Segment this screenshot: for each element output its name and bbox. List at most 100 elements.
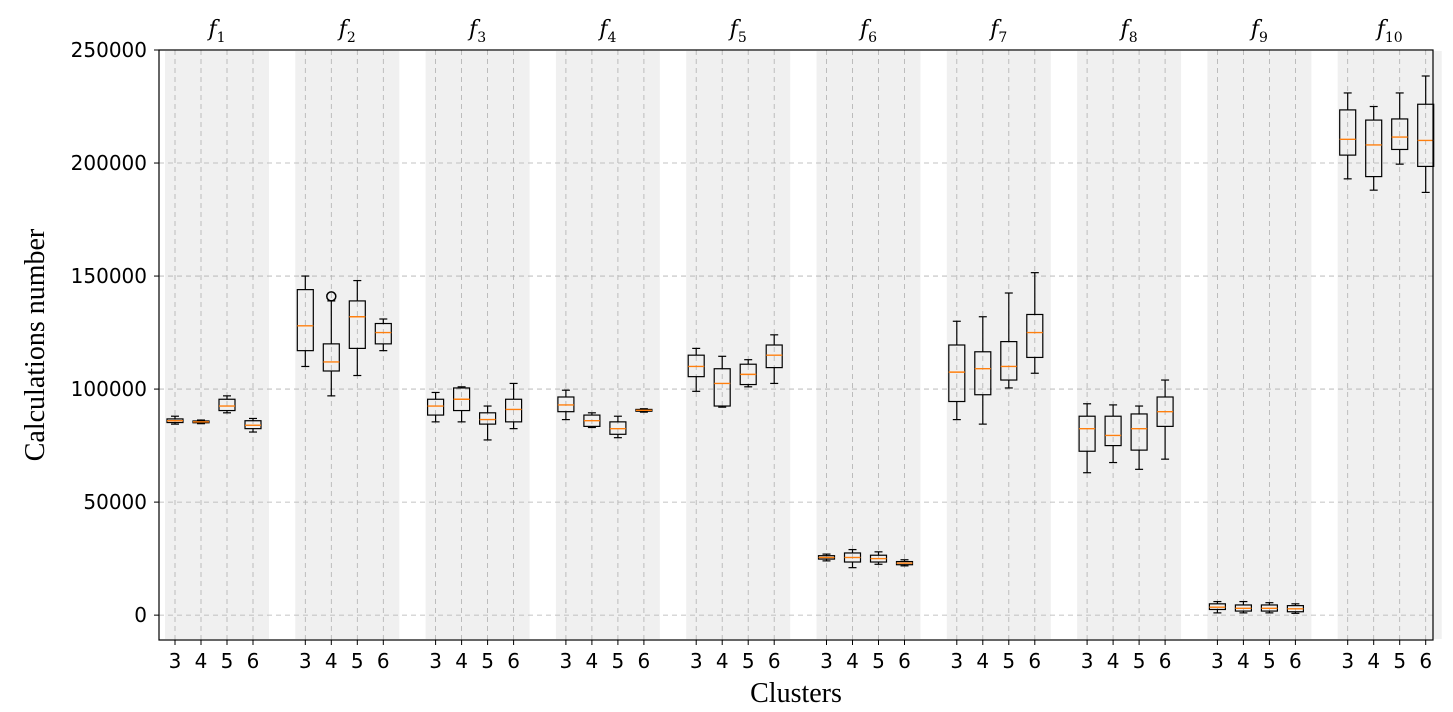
x-tick-label: 4 xyxy=(716,649,729,673)
box-f9-cluster-4 xyxy=(1234,600,1253,614)
group-title-f5: f5 xyxy=(728,17,747,46)
box-iqr xyxy=(348,300,366,349)
x-tick-label: 6 xyxy=(377,649,390,673)
x-tick-label: 3 xyxy=(1081,649,1094,673)
group-panels xyxy=(165,51,1442,639)
x-tick-label: 6 xyxy=(507,649,520,673)
box-f7-cluster-6 xyxy=(1026,272,1044,374)
x-tick-label: 5 xyxy=(1263,649,1276,673)
x-tick-label: 3 xyxy=(299,649,312,673)
box-plots xyxy=(166,75,1435,614)
box-f8-cluster-3 xyxy=(1078,403,1096,474)
box-iqr xyxy=(1339,109,1357,156)
box-f9-cluster-3 xyxy=(1208,600,1227,614)
group-titles: f1 f2 f3 f4 f5 f6 f7 f8 f9 f10 xyxy=(206,17,1402,46)
y-tick-label: 200000 xyxy=(71,151,147,175)
outlier-point xyxy=(326,291,337,302)
x-tick-label: 4 xyxy=(1237,649,1250,673)
panel-f9 xyxy=(1207,51,1312,639)
group-title-f1: f1 xyxy=(206,17,225,46)
x-tick-label: 4 xyxy=(976,649,989,673)
x-tick-label: 3 xyxy=(169,649,182,673)
y-tick-label: 250000 xyxy=(71,38,147,62)
x-tick-label: 4 xyxy=(1367,649,1380,673)
x-tick-label: 4 xyxy=(1107,649,1120,673)
box-iqr xyxy=(765,344,783,369)
x-tick-label: 3 xyxy=(1341,649,1354,673)
panel-f3 xyxy=(425,51,530,639)
box-iqr xyxy=(427,398,445,416)
box-f10-cluster-3 xyxy=(1339,92,1357,180)
panel-f10 xyxy=(1337,51,1442,639)
x-tick-label: 4 xyxy=(846,649,859,673)
box-f2-cluster-5 xyxy=(348,279,366,377)
box-f5-cluster-4 xyxy=(713,355,731,408)
x-tick-label: 6 xyxy=(1289,649,1302,673)
y-tick-label: 150000 xyxy=(71,264,147,288)
x-tick-label: 6 xyxy=(898,649,911,673)
box-f4-cluster-5 xyxy=(609,415,627,439)
box-f2-cluster-4 xyxy=(322,291,340,397)
box-f7-cluster-3 xyxy=(948,320,966,421)
panel-f4 xyxy=(555,51,660,639)
plot-frame xyxy=(158,49,1434,641)
x-tick-label: 3 xyxy=(820,649,833,673)
panel-f1 xyxy=(165,51,269,639)
box-f3-cluster-4 xyxy=(453,386,471,423)
box-iqr xyxy=(1130,413,1148,451)
y-axis: 0 50000 100000 150000 200000 250000 xyxy=(71,38,159,627)
box-iqr xyxy=(1365,119,1383,178)
x-tick-label: 5 xyxy=(742,649,755,673)
box-iqr xyxy=(948,344,966,403)
box-iqr xyxy=(296,289,314,352)
box-f6-cluster-6 xyxy=(895,559,914,567)
box-f2-cluster-6 xyxy=(374,318,392,352)
box-f6-cluster-5 xyxy=(869,551,888,565)
x-tick-label: 3 xyxy=(560,649,573,673)
x-tick-label: 5 xyxy=(1133,649,1146,673)
x-tick-label: 3 xyxy=(429,649,442,673)
box-f3-cluster-5 xyxy=(479,405,497,441)
x-tick-label: 4 xyxy=(325,649,338,673)
box-f10-cluster-5 xyxy=(1391,92,1409,165)
box-iqr xyxy=(1000,341,1018,381)
x-tick-label: 4 xyxy=(195,649,208,673)
box-f9-cluster-6 xyxy=(1286,603,1305,614)
box-iqr xyxy=(1078,415,1096,452)
y-tick-label: 0 xyxy=(134,603,147,627)
x-tick-label: 5 xyxy=(872,649,885,673)
group-title-f10: f10 xyxy=(1375,17,1403,46)
box-iqr xyxy=(1026,313,1044,359)
x-tick-label: 3 xyxy=(1211,649,1224,673)
group-title-f7: f7 xyxy=(988,17,1007,46)
box-f6-cluster-3 xyxy=(817,553,836,562)
x-tick-label: 6 xyxy=(247,649,260,673)
x-tick-label: 6 xyxy=(1159,649,1172,673)
x-axis-label: Clusters xyxy=(750,678,842,709)
box-f10-cluster-6 xyxy=(1417,75,1435,194)
box-f2-cluster-3 xyxy=(296,275,314,368)
box-f5-cluster-6 xyxy=(765,334,783,385)
x-tick-label: 5 xyxy=(351,649,364,673)
box-f1-cluster-4 xyxy=(192,419,210,425)
panel-f8 xyxy=(1077,51,1182,639)
x-tick-label: 3 xyxy=(690,649,703,673)
box-iqr xyxy=(505,398,523,423)
group-title-f3: f3 xyxy=(467,17,486,46)
x-tick-label: 5 xyxy=(1393,649,1406,673)
panel-f2 xyxy=(295,51,400,639)
box-iqr xyxy=(1391,118,1409,151)
x-tick-label: 6 xyxy=(1028,649,1041,673)
box-f4-cluster-6 xyxy=(635,408,653,413)
group-title-f2: f2 xyxy=(337,17,356,46)
x-tick-label: 6 xyxy=(1419,649,1432,673)
box-f5-cluster-3 xyxy=(687,347,705,392)
x-tick-label: 4 xyxy=(586,649,599,673)
box-f4-cluster-3 xyxy=(557,389,575,421)
x-tick-label: 6 xyxy=(638,649,651,673)
x-tick-label: 4 xyxy=(455,649,468,673)
box-iqr xyxy=(713,368,731,407)
box-f1-cluster-5 xyxy=(218,395,236,414)
group-title-f8: f8 xyxy=(1119,17,1138,46)
